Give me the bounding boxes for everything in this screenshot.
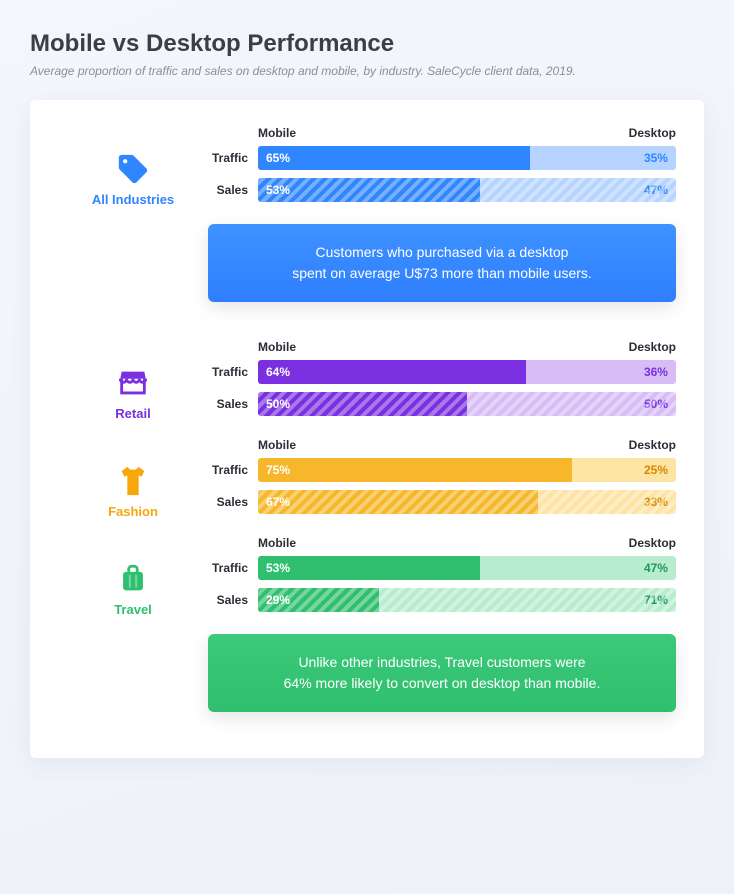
bar: 64% 36% [258,360,676,384]
bar-row: Traffic 64% 36% [208,360,676,384]
bar: 50% 50% [258,392,676,416]
bar-row: Traffic 75% 25% [208,458,676,482]
bar-row: Sales 67% 33% [208,490,676,514]
bars-column: Mobile Desktop Traffic 65% 35% Sales 53%… [208,126,676,210]
bar-segment-mobile: 53% [258,178,480,202]
page-subtitle: Average proportion of traffic and sales … [30,64,704,78]
col-header-mobile: Mobile [258,340,296,354]
bar-value-desktop: 35% [644,151,668,165]
bar-value-desktop: 36% [644,365,668,379]
bar-value-mobile: 65% [266,151,290,165]
column-headers: Mobile Desktop [208,438,676,452]
metric-label: Traffic [208,463,258,477]
col-header-mobile: Mobile [258,126,296,140]
col-header-desktop: Desktop [629,438,676,452]
bar-row: Traffic 65% 35% [208,146,676,170]
bar-value-desktop: 71% [644,593,668,607]
bar-segment-desktop: 71% [379,588,676,612]
bar-value-mobile: 29% [266,593,290,607]
section-fashion: Fashion Mobile Desktop Traffic 75% 25% S… [58,438,676,522]
bar-segment-desktop: 47% [480,556,676,580]
bar-value-mobile: 53% [266,183,290,197]
section-travel: Travel Mobile Desktop Traffic 53% 47% Sa… [58,536,676,620]
category-all: All Industries [58,126,208,207]
category-travel: Travel [58,536,208,617]
bar-segment-mobile: 65% [258,146,530,170]
bar-value-desktop: 50% [644,397,668,411]
metric-label: Sales [208,397,258,411]
col-header-desktop: Desktop [629,536,676,550]
bar-segment-mobile: 67% [258,490,538,514]
tag-icon [116,152,150,186]
bar-value-mobile: 53% [266,561,290,575]
bar: 53% 47% [258,556,676,580]
col-header-desktop: Desktop [629,340,676,354]
storefront-icon [116,366,150,400]
metric-label: Traffic [208,151,258,165]
metric-label: Sales [208,495,258,509]
bar: 67% 33% [258,490,676,514]
col-header-mobile: Mobile [258,438,296,452]
bar-value-mobile: 64% [266,365,290,379]
bar-value-desktop: 25% [644,463,668,477]
callout-travel: Unlike other industries, Travel customer… [208,634,676,712]
suitcase-icon [116,562,150,596]
bar-value-mobile: 75% [266,463,290,477]
category-fashion: Fashion [58,438,208,519]
column-headers: Mobile Desktop [208,536,676,550]
bar-row: Traffic 53% 47% [208,556,676,580]
bar-segment-mobile: 50% [258,392,467,416]
page-title: Mobile vs Desktop Performance [30,30,704,58]
bars-column: Mobile Desktop Traffic 53% 47% Sales 29%… [208,536,676,620]
bar-segment-mobile: 29% [258,588,379,612]
bar: 29% 71% [258,588,676,612]
column-headers: Mobile Desktop [208,340,676,354]
bar-segment-desktop: 50% [467,392,676,416]
tshirt-icon [116,464,150,498]
bars-column: Mobile Desktop Traffic 64% 36% Sales 50%… [208,340,676,424]
bar-value-mobile: 50% [266,397,290,411]
bar-value-desktop: 47% [644,561,668,575]
category-label: Fashion [58,504,208,519]
metric-label: Traffic [208,365,258,379]
bars-column: Mobile Desktop Traffic 75% 25% Sales 67%… [208,438,676,522]
bar-segment-desktop: 35% [530,146,676,170]
bar-segment-mobile: 53% [258,556,480,580]
metric-label: Sales [208,593,258,607]
category-label: Travel [58,602,208,617]
bar-segment-mobile: 75% [258,458,572,482]
bar-segment-desktop: 33% [538,490,676,514]
bar-segment-desktop: 47% [480,178,676,202]
bar-row: Sales 53% 47% [208,178,676,202]
bar-value-mobile: 67% [266,495,290,509]
section-retail: Retail Mobile Desktop Traffic 64% 36% Sa… [58,340,676,424]
bar-segment-desktop: 36% [526,360,676,384]
bar-value-desktop: 33% [644,495,668,509]
bar-segment-desktop: 25% [572,458,677,482]
bar-row: Sales 50% 50% [208,392,676,416]
bar: 65% 35% [258,146,676,170]
column-headers: Mobile Desktop [208,126,676,140]
col-header-desktop: Desktop [629,126,676,140]
bar-value-desktop: 47% [644,183,668,197]
category-retail: Retail [58,340,208,421]
bar-row: Sales 29% 71% [208,588,676,612]
bar-segment-mobile: 64% [258,360,526,384]
category-label: All Industries [58,192,208,207]
metric-label: Sales [208,183,258,197]
bar: 53% 47% [258,178,676,202]
metric-label: Traffic [208,561,258,575]
col-header-mobile: Mobile [258,536,296,550]
section-all: All Industries Mobile Desktop Traffic 65… [58,126,676,210]
callout-all: Customers who purchased via a desktopspe… [208,224,676,302]
bar: 75% 25% [258,458,676,482]
chart-card: All Industries Mobile Desktop Traffic 65… [30,100,704,758]
category-label: Retail [58,406,208,421]
